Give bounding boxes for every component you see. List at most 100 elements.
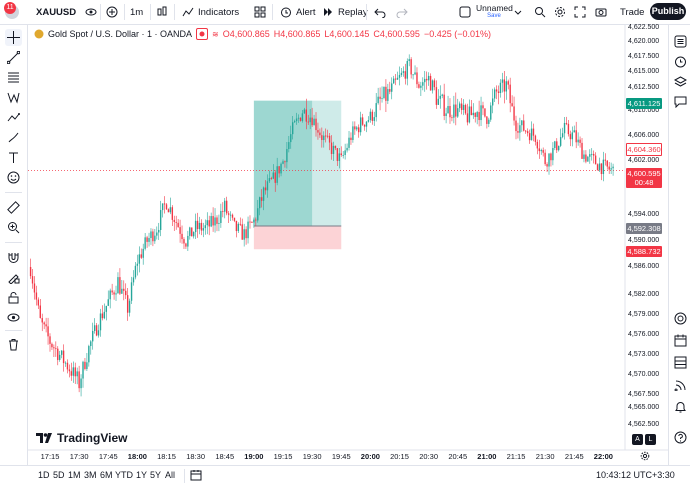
- alerts-panel-button[interactable]: [672, 53, 688, 69]
- candle: [418, 81, 420, 89]
- bottom-toolbar: 1D 5D 1M 3M 6M YTD 1Y 5Y All 10:43:12 UTC+3:30: [0, 465, 690, 486]
- candle-body: [39, 305, 41, 319]
- watch-symbol-button[interactable]: [85, 0, 97, 24]
- market-status-badge[interactable]: [196, 28, 209, 40]
- interval-button[interactable]: 1m: [130, 0, 143, 24]
- auto-scale-button[interactable]: A: [632, 434, 643, 445]
- candle-body: [173, 219, 175, 222]
- log-scale-button[interactable]: L: [645, 434, 656, 445]
- candle: [330, 135, 333, 160]
- magnet-tool[interactable]: [5, 249, 22, 266]
- stay-drawing-tool[interactable]: [5, 269, 22, 286]
- remove-drawings-tool[interactable]: [5, 336, 22, 353]
- candle-body: [476, 112, 478, 117]
- notifications-button[interactable]: [672, 398, 688, 414]
- symbol-search-button[interactable]: XAUUSD: [36, 0, 76, 24]
- quick-search-button[interactable]: [534, 0, 546, 24]
- entry-price-label: 4,592.308: [626, 223, 662, 234]
- object-tree-button[interactable]: [672, 73, 688, 89]
- long-position-loss-zone[interactable]: [253, 225, 342, 250]
- candle: [35, 285, 38, 306]
- tradingview-logo[interactable]: TradingView: [36, 431, 127, 445]
- brush-tool[interactable]: [5, 129, 22, 146]
- zoom-tool[interactable]: [5, 219, 22, 236]
- candle-body: [78, 371, 80, 389]
- indicators-button[interactable]: Indicators: [182, 0, 239, 24]
- candle-body: [167, 209, 170, 213]
- candle-body: [561, 133, 564, 138]
- candle: [171, 205, 174, 227]
- candle-body: [257, 208, 259, 221]
- candle: [167, 208, 170, 213]
- fib-tool[interactable]: [5, 69, 22, 86]
- hide-drawings-tool[interactable]: [5, 309, 22, 326]
- candle-body: [490, 105, 492, 120]
- time-tick-label: 18:00: [127, 452, 147, 461]
- range-button-all[interactable]: All: [165, 470, 176, 480]
- waves-icon: ≋: [212, 29, 219, 39]
- candle-body: [47, 326, 49, 337]
- candle-body: [229, 214, 232, 216]
- candle: [138, 246, 141, 273]
- candle-body: [233, 217, 236, 221]
- candle: [90, 340, 92, 355]
- candle-body: [606, 160, 608, 167]
- candle-body: [418, 84, 420, 88]
- range-button-1d[interactable]: 1D: [38, 470, 50, 480]
- trend-line-tool[interactable]: [5, 49, 22, 66]
- date-range-button[interactable]: [190, 469, 202, 481]
- layout-dropdown-button[interactable]: [514, 0, 522, 24]
- ideas-button[interactable]: [672, 310, 688, 326]
- emoji-tool[interactable]: [5, 169, 22, 186]
- undo-button[interactable]: [374, 0, 386, 24]
- range-button-3m[interactable]: 3M: [84, 470, 97, 480]
- legend-title[interactable]: Gold Spot / U.S. Dollar · 1 · OANDA: [48, 29, 193, 39]
- forecast-tool[interactable]: [5, 109, 22, 126]
- range-button-6m[interactable]: 6M: [100, 470, 113, 480]
- axis-settings-button[interactable]: [640, 451, 650, 461]
- range-button-5y[interactable]: 5Y: [150, 470, 162, 480]
- trade-button[interactable]: Trade: [620, 0, 644, 24]
- publish-button[interactable]: Publish: [650, 3, 686, 20]
- clock-timezone[interactable]: 10:43:12 UTC+3:30: [596, 470, 675, 480]
- alert-button[interactable]: Alert: [280, 0, 316, 24]
- layout-name-block[interactable]: Unnamed Save: [476, 3, 513, 19]
- layers-icon: [673, 75, 687, 87]
- range-button-1y[interactable]: 1Y: [136, 470, 148, 480]
- price-chart[interactable]: [28, 25, 668, 465]
- lock-drawings-tool[interactable]: [5, 289, 22, 306]
- settings-button[interactable]: [554, 0, 566, 24]
- candle: [468, 99, 471, 124]
- watchlist-button[interactable]: [672, 33, 688, 49]
- snapshot-button[interactable]: [595, 0, 607, 24]
- candle: [88, 344, 90, 367]
- candle: [64, 361, 67, 367]
- pattern-tool[interactable]: [5, 89, 22, 106]
- help-button[interactable]: [672, 429, 688, 445]
- fullscreen-button[interactable]: [574, 0, 586, 24]
- redo-button[interactable]: [396, 0, 408, 24]
- calendar-button[interactable]: [672, 332, 688, 348]
- range-button-1m[interactable]: 1M: [68, 470, 81, 480]
- layouts-button[interactable]: [254, 0, 266, 24]
- candle: [163, 196, 166, 214]
- chart-type-button[interactable]: [156, 0, 168, 24]
- crosshair-tool[interactable]: [5, 29, 22, 46]
- layout-menu-button[interactable]: [459, 0, 471, 24]
- range-button-5d[interactable]: 5D: [53, 470, 65, 480]
- stream-button[interactable]: [672, 376, 688, 392]
- candle: [136, 254, 139, 276]
- candle: [198, 216, 201, 235]
- candle-body: [493, 89, 496, 99]
- alarm-clock-icon: [674, 56, 686, 67]
- ruler-tool[interactable]: [5, 199, 22, 216]
- compare-button[interactable]: [106, 0, 118, 24]
- range-button-ytd[interactable]: YTD: [115, 470, 133, 480]
- screener-button[interactable]: [672, 354, 688, 370]
- chats-button[interactable]: [672, 93, 688, 109]
- replay-button[interactable]: Replay: [322, 0, 368, 24]
- candle: [596, 163, 599, 171]
- long-position-profit-zone-projected[interactable]: [312, 100, 342, 226]
- text-tool[interactable]: [5, 149, 22, 166]
- candle: [394, 73, 397, 86]
